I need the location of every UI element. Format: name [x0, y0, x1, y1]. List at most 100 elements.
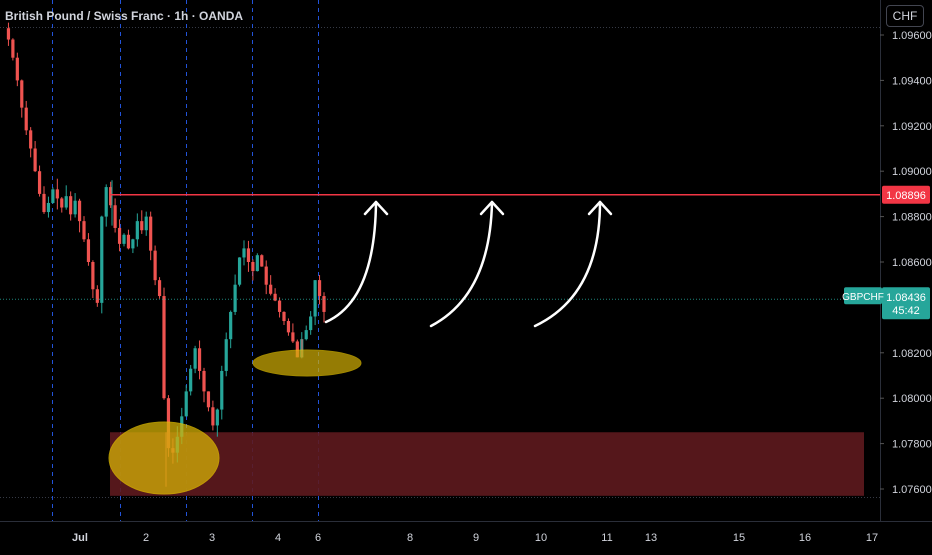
candle-body [264, 266, 268, 285]
chart-title: British Pound / Swiss Franc · 1h · OANDA [5, 9, 244, 23]
candle-body [206, 391, 211, 408]
arrow-head [587, 200, 613, 216]
candle-body [197, 348, 202, 371]
symbol-badge [844, 287, 882, 305]
candle-body [295, 341, 299, 358]
candle-body [100, 216, 104, 303]
candle-body [309, 316, 313, 331]
candle-body [255, 255, 259, 272]
candle-body [73, 200, 77, 215]
symbol-label: GBPCHF [842, 292, 884, 303]
upward-arrow [429, 200, 494, 328]
x-tick-label: 10 [535, 532, 547, 544]
candle-body [109, 187, 113, 206]
current-price-badge [882, 287, 930, 320]
x-tick-label: 6 [315, 532, 321, 544]
candle-body [229, 311, 233, 340]
candle-body [140, 221, 144, 231]
candle-body [189, 368, 193, 392]
candle-body [242, 248, 246, 258]
candle-body [269, 284, 273, 294]
candle-body [144, 216, 148, 231]
y-tick-label: 1.09000 [892, 166, 932, 178]
candle-body [29, 130, 33, 149]
candle-body [322, 296, 326, 312]
candle-body [37, 171, 42, 194]
x-tick-label: 8 [407, 532, 413, 544]
y-tick-label: 1.07600 [892, 484, 932, 496]
x-tick-label: 15 [733, 532, 745, 544]
candle-body [246, 248, 251, 262]
candle-body [149, 216, 153, 251]
candle-body [233, 284, 237, 312]
y-tick-label: 1.08600 [892, 257, 932, 269]
candle-body [153, 250, 157, 281]
demand-zone-layer [110, 432, 864, 496]
candle-body [286, 321, 291, 333]
candle-body [317, 280, 322, 297]
resistance-price-badge [882, 185, 930, 204]
candle-body [60, 198, 64, 208]
candle-body [237, 257, 242, 285]
x-tick-label: 9 [473, 532, 479, 544]
candle-body [86, 239, 91, 262]
candle-body [282, 311, 286, 322]
y-tick-label: 1.07800 [892, 439, 932, 451]
y-tick-label: 1.08200 [892, 348, 932, 360]
candle-body [42, 193, 46, 213]
candle-body [304, 330, 308, 340]
retest-highlight-ellipse [252, 349, 362, 377]
x-tick-label: 17 [866, 532, 878, 544]
upward-arrow [533, 200, 602, 328]
current-price-label: 1.08436 [886, 292, 926, 304]
candle-body [157, 280, 162, 297]
demand-zone [110, 432, 864, 496]
candle-body [15, 57, 19, 81]
upward-arrow [324, 200, 378, 324]
candle-body [202, 370, 206, 392]
candle-body [24, 107, 28, 131]
candle-body [260, 255, 264, 267]
candle-body [224, 339, 228, 371]
candle-body [33, 148, 37, 172]
candle-body [55, 189, 59, 199]
currency-button[interactable]: CHF [886, 5, 924, 27]
candle-body [11, 39, 15, 58]
candle-body [135, 221, 139, 240]
low-highlight-ellipse [108, 421, 220, 495]
candle-body [184, 391, 188, 417]
candles [6, 22, 326, 487]
countdown-label: 45:42 [892, 305, 920, 317]
candle-body [122, 234, 126, 244]
y-tick-label: 1.09600 [892, 30, 932, 42]
candle-body [291, 332, 295, 342]
candle-body [126, 234, 131, 249]
candle-body [211, 407, 215, 426]
x-tick-label: 2 [143, 532, 149, 544]
candle-body [20, 80, 24, 108]
drawings [0, 194, 880, 495]
candle-body [64, 196, 68, 208]
candle-body [273, 293, 277, 301]
candle-body [6, 28, 11, 40]
x-tick-label: 11 [601, 532, 612, 544]
candle-body [215, 409, 219, 426]
candle-body [313, 280, 317, 317]
arrow-head [363, 200, 389, 216]
x-tick-label: 13 [645, 532, 657, 544]
candle-body [91, 262, 95, 290]
y-tick-label: 1.09200 [892, 121, 932, 133]
y-tick-label: 1.09400 [892, 75, 932, 87]
candle-body [77, 200, 82, 222]
candle-body [51, 189, 55, 203]
candle-body [251, 262, 255, 272]
candle-body [131, 239, 135, 249]
candle-body [104, 187, 108, 217]
candle-body [95, 289, 99, 303]
candle-body [113, 205, 117, 228]
candle-body [82, 221, 86, 240]
candle-body [69, 196, 73, 215]
